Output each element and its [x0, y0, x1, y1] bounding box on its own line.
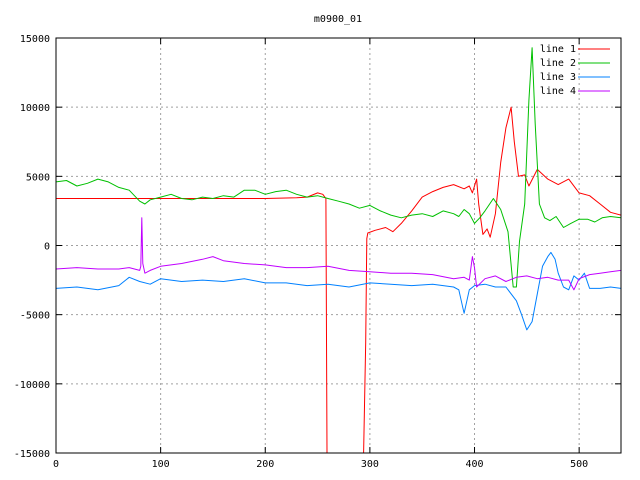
grid	[56, 38, 621, 453]
chart-title: m0900_01	[314, 14, 362, 25]
series-line-2	[56, 47, 621, 288]
y-tick-label: 5000	[26, 172, 50, 183]
legend-label: line 1	[540, 44, 576, 55]
y-tick-label: -15000	[14, 449, 50, 460]
legend: line 1 line 2 line 3 line 4	[540, 44, 610, 97]
legend-label: line 2	[540, 58, 576, 69]
ticks: 0 100 200 300 400 500 -15000 -10000 -5000 0 5000 10…	[14, 34, 621, 470]
series-line-3	[56, 251, 621, 331]
y-tick-label: 15000	[20, 34, 50, 45]
series-line-4	[56, 217, 621, 291]
x-tick-label: 400	[465, 459, 483, 470]
x-tick-label: 300	[361, 459, 379, 470]
y-tick-label: 0	[44, 242, 50, 253]
x-tick-label: 200	[256, 459, 274, 470]
y-tick-label: -5000	[20, 311, 50, 322]
x-tick-label: 100	[152, 459, 170, 470]
x-tick-label: 500	[570, 459, 588, 470]
y-tick-label: -10000	[14, 380, 50, 391]
legend-label: line 3	[540, 72, 576, 83]
y-tick-label: 10000	[20, 103, 50, 114]
legend-label: line 4	[540, 86, 576, 97]
series-layer	[56, 47, 621, 453]
x-tick-label: 0	[53, 459, 59, 470]
series-line-1	[56, 106, 621, 453]
